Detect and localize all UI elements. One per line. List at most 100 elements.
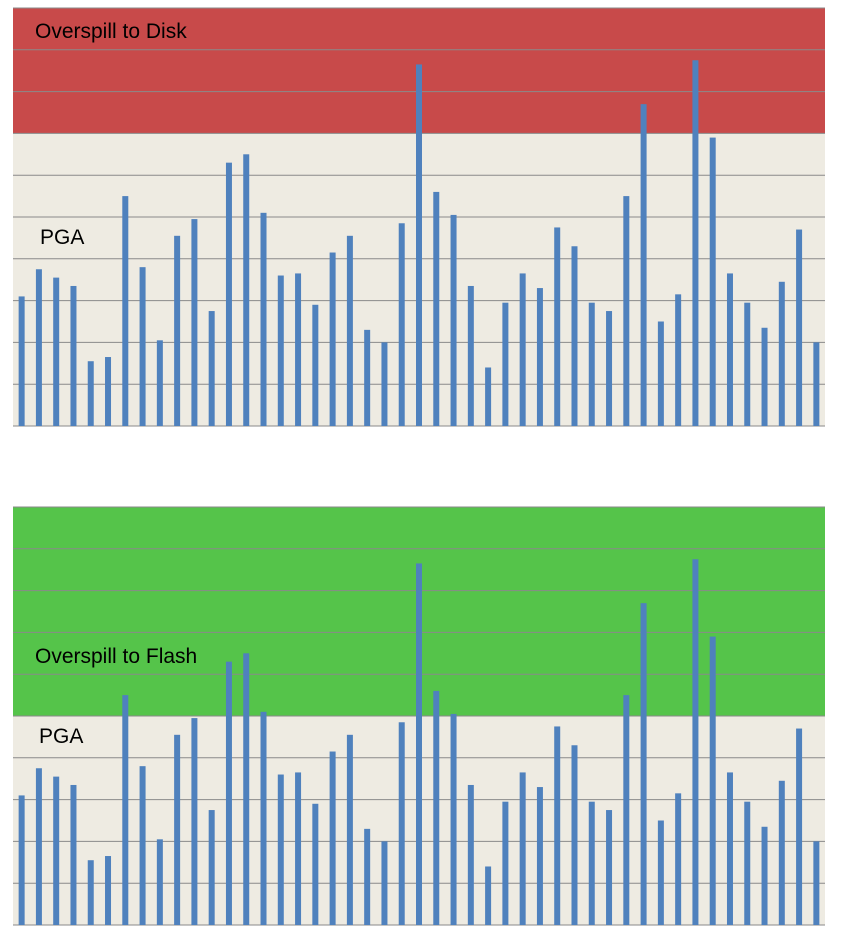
bar xyxy=(105,856,112,925)
bar-series xyxy=(18,60,820,427)
bar xyxy=(640,603,647,925)
bar xyxy=(260,212,267,426)
bar xyxy=(536,288,543,426)
bar xyxy=(778,780,785,925)
bar xyxy=(70,784,77,925)
bar xyxy=(726,273,733,426)
bar xyxy=(588,302,595,426)
bar xyxy=(191,219,198,426)
bar xyxy=(277,774,284,925)
bar xyxy=(53,776,60,925)
bar xyxy=(433,690,440,925)
bar xyxy=(692,60,699,426)
bar xyxy=(536,787,543,925)
bar xyxy=(796,229,803,426)
bar xyxy=(122,695,129,925)
bar xyxy=(346,734,353,925)
bar xyxy=(35,768,42,925)
bar xyxy=(329,252,336,426)
bar xyxy=(554,227,561,426)
bar xyxy=(433,191,440,426)
bar xyxy=(657,321,664,426)
bar xyxy=(346,235,353,426)
bar xyxy=(502,302,509,426)
bar xyxy=(588,801,595,925)
bar xyxy=(174,235,181,426)
bar xyxy=(174,734,181,925)
bar-series xyxy=(18,559,820,925)
bar xyxy=(225,162,232,426)
zone-label-0: Overspill to Flash xyxy=(35,645,197,668)
bar xyxy=(450,713,457,925)
bar xyxy=(156,340,163,426)
bar xyxy=(191,718,198,925)
bar xyxy=(105,357,112,426)
bar xyxy=(416,563,422,925)
bar xyxy=(813,342,820,426)
bar xyxy=(744,801,751,925)
bar xyxy=(18,296,25,426)
bar xyxy=(571,745,578,925)
bar xyxy=(364,329,371,426)
bar xyxy=(623,196,630,426)
bar xyxy=(35,269,42,426)
bar xyxy=(796,728,803,925)
bar xyxy=(709,137,716,426)
bar xyxy=(139,766,146,925)
bar xyxy=(416,64,422,427)
bar xyxy=(519,772,526,925)
bar xyxy=(156,839,163,925)
bar xyxy=(744,302,751,426)
bar xyxy=(502,801,509,925)
disk-overspill-chart: Overspill to Disk PGA xyxy=(13,7,825,427)
zone-label-0: Overspill to Disk xyxy=(35,20,187,43)
bar xyxy=(519,273,526,426)
bar xyxy=(398,722,405,925)
bar xyxy=(364,828,371,925)
bar xyxy=(381,342,388,426)
bar xyxy=(606,810,613,925)
bar xyxy=(53,277,60,426)
bar xyxy=(761,327,768,426)
bar xyxy=(675,294,682,426)
bar xyxy=(467,784,474,925)
bar xyxy=(122,196,129,426)
bar xyxy=(87,860,94,925)
bar xyxy=(657,820,664,925)
zone-labels: Overspill to Disk PGA xyxy=(35,20,187,249)
bar xyxy=(467,285,474,426)
bar xyxy=(295,273,302,426)
bar xyxy=(571,246,578,426)
bar xyxy=(70,285,77,426)
bar xyxy=(813,841,820,925)
bar xyxy=(312,803,319,925)
bar xyxy=(87,361,94,426)
zone-label-1: PGA xyxy=(40,226,84,249)
bar xyxy=(692,559,699,925)
bar xyxy=(675,793,682,925)
bar xyxy=(312,304,319,426)
bar xyxy=(208,810,215,925)
bar xyxy=(18,795,25,925)
bar xyxy=(381,841,388,925)
bar xyxy=(398,223,405,426)
zone-labels: Overspill to Flash PGA xyxy=(35,645,197,748)
bar xyxy=(726,772,733,925)
bar xyxy=(450,214,457,426)
bar xyxy=(606,311,613,426)
bar xyxy=(329,751,336,925)
bar xyxy=(277,275,284,426)
flash-overspill-chart: Overspill to Flash PGA xyxy=(13,506,825,926)
bar xyxy=(208,311,215,426)
bar xyxy=(295,772,302,925)
zone-label-1: PGA xyxy=(39,725,83,748)
bar xyxy=(485,367,492,426)
bar xyxy=(761,826,768,925)
bar xyxy=(623,695,630,925)
bar xyxy=(139,267,146,426)
bar xyxy=(225,661,232,925)
bar xyxy=(709,636,716,925)
bar xyxy=(243,154,250,427)
bar xyxy=(778,281,785,426)
